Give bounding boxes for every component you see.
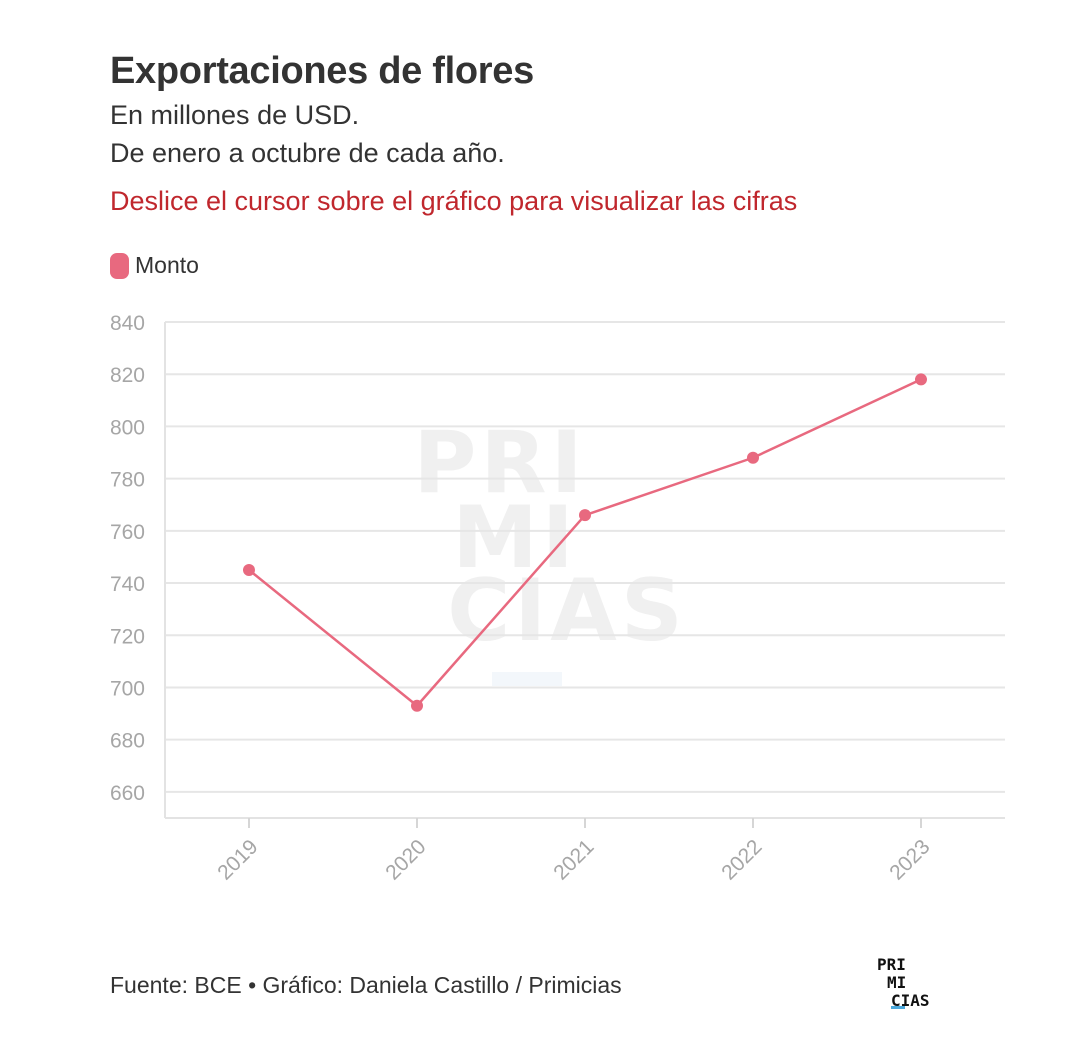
y-tick-label: 820 bbox=[110, 364, 145, 387]
y-tick-label: 720 bbox=[110, 625, 145, 648]
data-point[interactable] bbox=[243, 564, 255, 576]
y-tick-label: 840 bbox=[110, 312, 145, 335]
x-tick-label: 2022 bbox=[717, 835, 766, 884]
y-tick-label: 800 bbox=[110, 416, 145, 439]
legend-label: Monto bbox=[135, 252, 199, 278]
y-tick-label: 680 bbox=[110, 730, 145, 753]
x-tick-label: 2021 bbox=[549, 835, 598, 884]
hover-instruction: Deslice el cursor sobre el gráfico para … bbox=[110, 186, 798, 216]
data-point[interactable] bbox=[915, 373, 927, 386]
data-point[interactable] bbox=[411, 699, 423, 712]
chart-title: Exportaciones de flores bbox=[110, 50, 534, 92]
y-tick-label: 740 bbox=[110, 573, 145, 596]
source-credit: Fuente: BCE • Gráfico: Daniela Castillo … bbox=[110, 972, 622, 998]
watermark-text: PRI bbox=[413, 413, 586, 513]
y-tick-label: 660 bbox=[110, 782, 145, 805]
chart-subtitle-units: En millones de USD. bbox=[110, 100, 360, 130]
logo-accent-bar bbox=[891, 1006, 905, 1009]
y-tick-label: 760 bbox=[110, 521, 145, 544]
y-tick-label: 780 bbox=[110, 469, 145, 492]
y-tick-label: 700 bbox=[110, 677, 145, 700]
x-tick-label: 2020 bbox=[381, 835, 430, 884]
chart-subtitle-period: De enero a octubre de cada año. bbox=[110, 138, 505, 168]
primicias-logo: PRI MI CIAS bbox=[877, 955, 930, 1010]
data-point[interactable] bbox=[747, 451, 759, 464]
watermark-text: MI bbox=[452, 488, 578, 588]
watermark-accent bbox=[492, 672, 562, 686]
data-point[interactable] bbox=[579, 509, 591, 522]
legend[interactable]: Monto bbox=[110, 252, 199, 279]
watermark-text: CIAS bbox=[447, 561, 687, 661]
legend-swatch bbox=[110, 252, 129, 279]
x-tick-label: 2019 bbox=[213, 835, 262, 884]
x-tick-label: 2023 bbox=[885, 835, 934, 884]
